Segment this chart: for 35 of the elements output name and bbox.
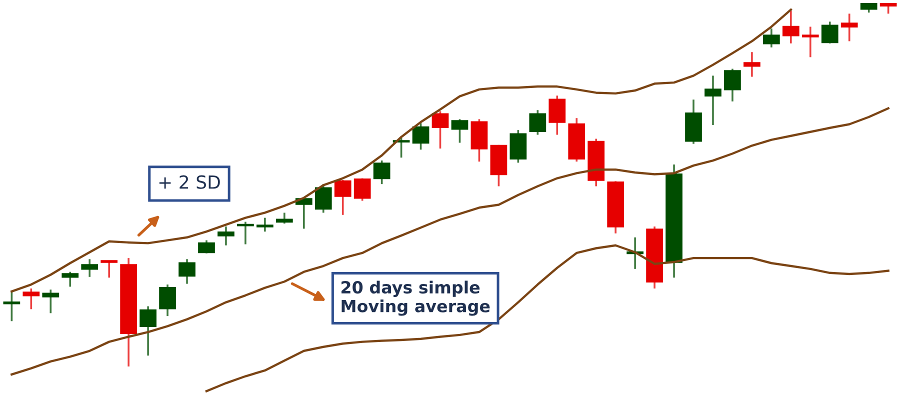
annotation: 20 days simple Moving average — [342, 280, 490, 316]
candlestick — [840, 12, 858, 42]
candlestick — [821, 20, 838, 44]
candlestick — [256, 216, 274, 232]
candlestick — [3, 290, 20, 322]
candlestick — [724, 68, 741, 102]
candlestick — [451, 118, 468, 144]
candlestick — [529, 109, 546, 136]
candlestick — [62, 270, 79, 288]
candlestick — [42, 288, 60, 314]
candlestick — [100, 260, 118, 279]
candlestick — [880, 2, 897, 15]
candlestick — [178, 258, 196, 285]
candlestick — [432, 110, 449, 150]
candlestick — [159, 284, 176, 317]
candlestick — [762, 28, 780, 48]
candlestick — [334, 179, 352, 216]
candlestick — [140, 305, 156, 356]
candlestick — [782, 10, 800, 44]
candlestick — [81, 258, 98, 278]
candlestick — [548, 94, 566, 136]
candlestick — [373, 160, 390, 185]
candlestick — [314, 183, 332, 214]
candlestick — [704, 74, 722, 126]
candlestick — [198, 239, 215, 254]
candlestick — [22, 288, 40, 310]
candlestick — [412, 122, 430, 151]
candlestick — [744, 51, 760, 78]
candlestick — [237, 220, 254, 246]
candlestick — [802, 26, 819, 58]
candlestick — [354, 177, 371, 202]
candlestick — [295, 196, 312, 230]
candlestick — [276, 212, 293, 225]
candlestick — [218, 226, 234, 246]
annotation: + 2 SD — [159, 175, 220, 189]
